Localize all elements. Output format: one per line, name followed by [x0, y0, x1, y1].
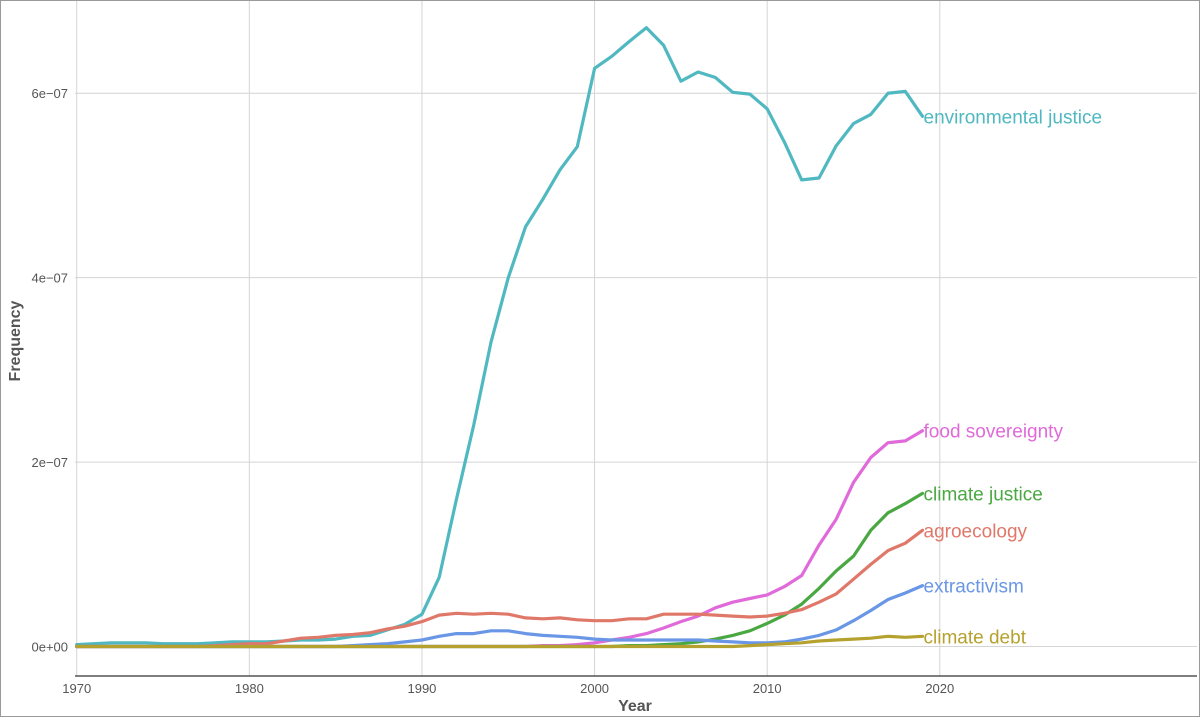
y-axis-title: Frequency	[7, 300, 24, 381]
y-tick-label: 4e−07	[31, 271, 68, 286]
x-tick-label: 2020	[925, 681, 954, 696]
series-lines	[75, 26, 925, 649]
series-label-agroecology: agroecology	[924, 521, 1028, 542]
series-label-environmental-justice: environmental justice	[924, 107, 1102, 128]
series-label-extractivism: extractivism	[924, 577, 1024, 598]
x-tick-label: 1980	[235, 681, 264, 696]
series-line-agroecology	[75, 528, 925, 649]
series-label-climate-debt: climate debt	[924, 627, 1027, 648]
x-axis-title: Year	[618, 698, 652, 715]
series-label-climate-justice: climate justice	[924, 484, 1043, 505]
series-label-food-sovereignty: food sovereignty	[924, 422, 1064, 443]
x-tick-label: 2000	[580, 681, 609, 696]
axes: 0e+00 2e−07 4e−07 6e−07 1970 1980 1990 2000 2010…	[31, 86, 1197, 696]
x-tick-label: 1990	[407, 681, 436, 696]
y-tick-label: 0e+00	[31, 639, 68, 654]
series-line-climate-debt	[75, 634, 925, 649]
series-line-environmental-justice	[75, 26, 925, 647]
y-tick-label: 2e−07	[31, 455, 68, 470]
x-tick-label: 2010	[753, 681, 782, 696]
series-labels: environmental justice food sovereignty cli…	[924, 107, 1102, 648]
grid	[75, 1, 1197, 676]
series-line-extractivism	[75, 584, 925, 649]
y-tick-label: 6e−07	[31, 86, 68, 101]
series-line-climate-justice	[75, 491, 925, 649]
x-tick-label: 1970	[62, 681, 91, 696]
